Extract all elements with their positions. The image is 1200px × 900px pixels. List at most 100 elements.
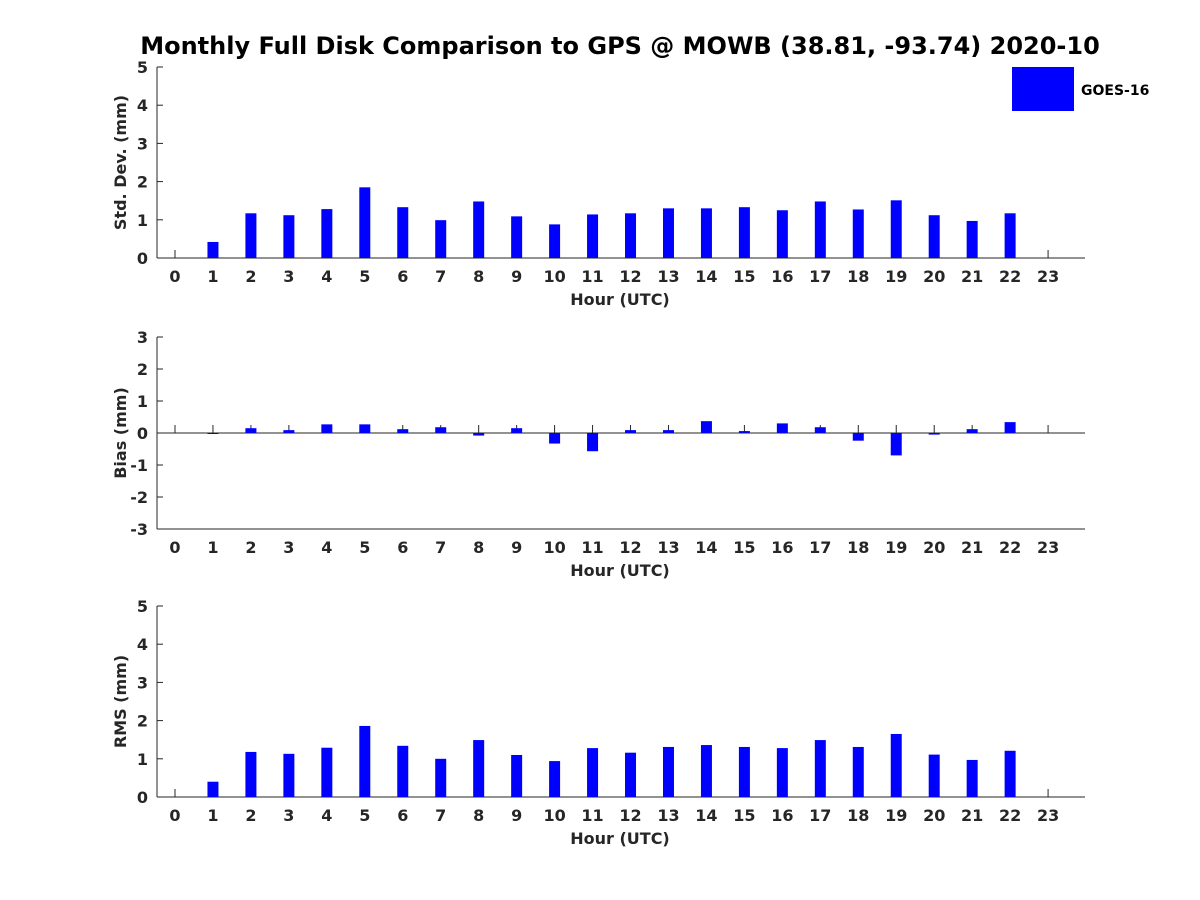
y-tick-label: -2	[130, 488, 148, 507]
x-tick-label: 12	[619, 538, 641, 557]
bar-rms	[1004, 750, 1016, 797]
bar-std-dev	[511, 216, 523, 258]
x-tick-label: 0	[169, 267, 180, 286]
bar-std-dev	[359, 187, 371, 258]
x-tick-label: 5	[359, 538, 370, 557]
bar-rms	[966, 759, 978, 797]
bar-rms	[359, 725, 371, 797]
bar-rms	[511, 754, 523, 797]
bar-rms	[207, 781, 219, 797]
y-tick-label: 0	[137, 424, 148, 443]
bar-bias	[966, 429, 978, 433]
bar-std-dev	[283, 215, 295, 258]
y-tick-label: 5	[137, 597, 148, 616]
bar-std-dev	[700, 208, 712, 258]
x-tick-label: 2	[245, 267, 256, 286]
x-tick-label: 18	[847, 806, 869, 825]
y-tick-label: 0	[137, 788, 148, 807]
bar-std-dev	[473, 201, 485, 258]
y-axis-label: Std. Dev. (mm)	[111, 95, 130, 230]
x-tick-label: 11	[581, 538, 603, 557]
x-tick-label: 8	[473, 806, 484, 825]
bar-bias	[625, 430, 637, 433]
x-tick-label: 17	[809, 806, 831, 825]
bar-bias	[700, 421, 712, 433]
x-tick-label: 1	[207, 806, 218, 825]
x-tick-label: 6	[397, 538, 408, 557]
y-tick-label: 1	[137, 750, 148, 769]
x-tick-label: 10	[543, 538, 565, 557]
bar-rms	[662, 746, 674, 797]
x-tick-label: 4	[321, 806, 332, 825]
x-tick-label: 21	[961, 806, 983, 825]
bar-rms	[928, 754, 940, 797]
bar-bias	[738, 431, 750, 433]
x-tick-label: 21	[961, 267, 983, 286]
bar-std-dev	[321, 209, 333, 258]
bar-rms	[245, 751, 257, 797]
x-tick-label: 0	[169, 806, 180, 825]
x-tick-label: 3	[283, 267, 294, 286]
bar-bias	[928, 433, 940, 435]
bar-bias	[397, 429, 409, 433]
legend-label: GOES-16	[1081, 83, 1149, 99]
x-tick-label: 23	[1037, 538, 1059, 557]
x-tick-label: 9	[511, 806, 522, 825]
x-tick-label: 2	[245, 806, 256, 825]
x-tick-label: 16	[771, 267, 793, 286]
bar-bias	[473, 433, 485, 436]
x-tick-label: 0	[169, 538, 180, 557]
bar-bias	[662, 430, 674, 433]
bar-std-dev	[1004, 213, 1016, 258]
bar-std-dev	[625, 213, 637, 258]
x-tick-label: 4	[321, 267, 332, 286]
bar-rms	[625, 752, 637, 797]
y-tick-label: 3	[137, 328, 148, 347]
x-tick-label: 9	[511, 538, 522, 557]
x-axis-label: Hour (UTC)	[570, 561, 670, 580]
x-tick-label: 13	[657, 806, 679, 825]
bar-std-dev	[435, 220, 447, 258]
x-tick-label: 20	[923, 806, 945, 825]
x-tick-label: 21	[961, 538, 983, 557]
y-axis-label: Bias (mm)	[111, 387, 130, 479]
bar-std-dev	[549, 224, 561, 258]
x-tick-label: 9	[511, 267, 522, 286]
x-tick-label: 14	[695, 806, 717, 825]
x-tick-label: 11	[581, 267, 603, 286]
bar-rms	[776, 748, 788, 797]
y-tick-label: -3	[130, 520, 148, 539]
x-tick-label: 22	[999, 267, 1021, 286]
bar-bias	[359, 424, 371, 433]
bar-bias	[587, 433, 599, 452]
y-tick-label: -1	[130, 456, 148, 475]
bar-bias	[435, 427, 447, 433]
x-tick-label: 13	[657, 267, 679, 286]
x-tick-label: 5	[359, 267, 370, 286]
y-tick-label: 5	[137, 58, 148, 77]
y-tick-label: 2	[137, 360, 148, 379]
x-tick-label: 6	[397, 267, 408, 286]
bar-bias	[890, 433, 902, 456]
x-tick-label: 7	[435, 267, 446, 286]
x-tick-label: 11	[581, 806, 603, 825]
bar-rms	[435, 758, 447, 797]
x-tick-label: 4	[321, 538, 332, 557]
y-tick-label: 1	[137, 211, 148, 230]
x-tick-label: 1	[207, 267, 218, 286]
bar-std-dev	[852, 209, 864, 258]
bar-rms	[549, 761, 561, 797]
legend-swatch	[1012, 67, 1074, 111]
x-tick-label: 13	[657, 538, 679, 557]
x-tick-label: 16	[771, 538, 793, 557]
x-tick-label: 17	[809, 267, 831, 286]
bar-rms	[283, 753, 295, 797]
x-tick-label: 8	[473, 538, 484, 557]
bar-rms	[814, 740, 826, 797]
y-tick-label: 4	[137, 96, 148, 115]
x-tick-label: 3	[283, 806, 294, 825]
chart-title: Monthly Full Disk Comparison to GPS @ MO…	[140, 32, 1100, 60]
